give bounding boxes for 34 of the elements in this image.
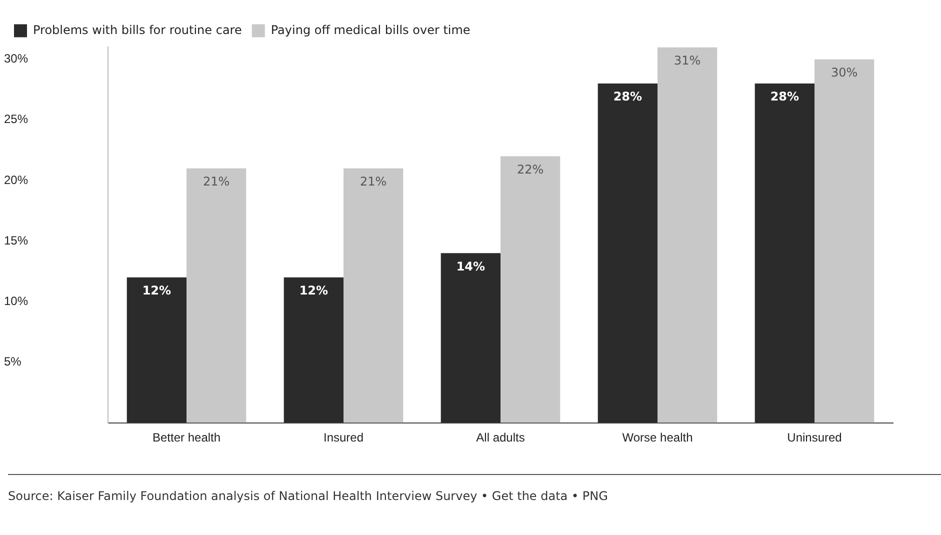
- x-tick-label: Better health: [152, 430, 221, 444]
- x-tick-label: All adults: [476, 430, 525, 444]
- x-tick-label: Uninsured: [787, 430, 842, 444]
- bar: [658, 47, 718, 423]
- data-label: 12%: [299, 284, 328, 298]
- y-tick-label: 10%: [4, 294, 28, 308]
- x-tick-label: Insured: [323, 430, 364, 444]
- y-tick-label: 20%: [4, 172, 28, 187]
- bar: [284, 277, 344, 423]
- bar: [814, 59, 874, 423]
- bar: [754, 84, 814, 423]
- data-label: 28%: [613, 90, 642, 104]
- bar: [440, 253, 501, 423]
- data-label: 12%: [142, 284, 172, 298]
- x-tick-label: Worse health: [622, 430, 693, 444]
- data-label: 14%: [456, 259, 486, 274]
- bar: [186, 168, 246, 423]
- legend-label: Problems with bills for routine care: [33, 22, 242, 37]
- source-note: Source: Kaiser Family Foundation analysis of National Health Interview Survey • Get the data • PNG: [8, 488, 609, 505]
- legend-label: Paying off medical bills over time: [270, 22, 470, 37]
- y-tick-label: 15%: [4, 233, 28, 248]
- y-tick-label: 5%: [4, 354, 22, 369]
- bar: [344, 168, 404, 423]
- bar: [126, 277, 187, 423]
- y-tick-label: 30%: [4, 52, 28, 66]
- data-label: 22%: [517, 162, 544, 176]
- data-label: 31%: [674, 53, 701, 68]
- data-label: 30%: [830, 65, 858, 80]
- bar: [500, 156, 560, 423]
- data-label: 28%: [770, 90, 800, 104]
- data-label: 21%: [360, 174, 387, 188]
- data-label: 21%: [203, 174, 230, 188]
- y-tick-label: 25%: [4, 112, 28, 126]
- bar: [598, 84, 658, 423]
